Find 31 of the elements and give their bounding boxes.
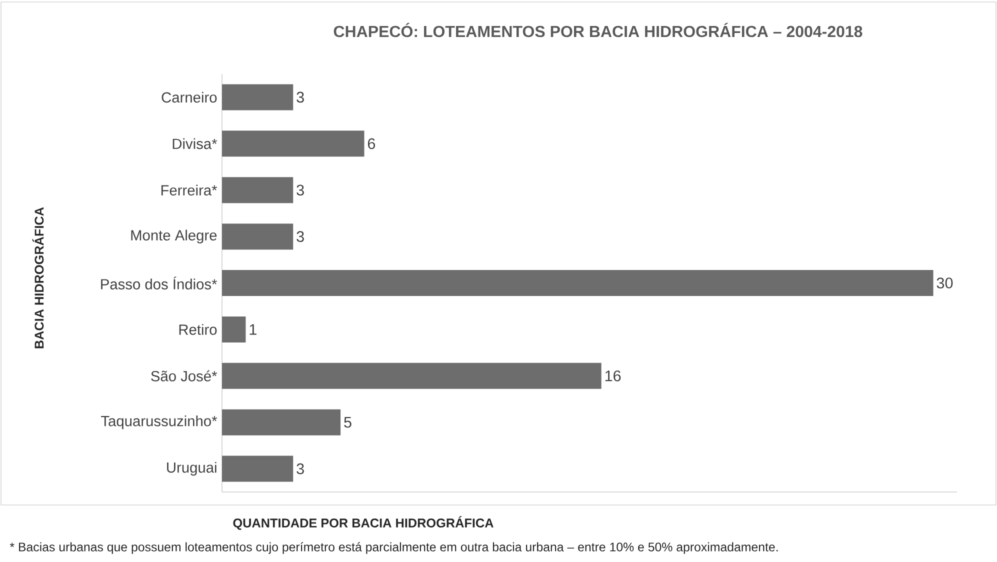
data-label: 3: [296, 92, 304, 103]
bar: [222, 270, 934, 296]
y-tick-label: Passo dos Índios*: [101, 276, 218, 290]
chart-title: CHAPECÓ: LOTEAMENTOS POR BACIA HIDROGRÁFICA – 2004-2018: [334, 22, 862, 38]
data-label: 5: [344, 417, 352, 428]
data-label: 6: [368, 138, 376, 150]
y-tick-label: Monte Alegre: [131, 230, 217, 244]
bar: [222, 316, 246, 342]
y-tick-label: Carneiro: [162, 92, 217, 103]
y-axis-title: BACIA HIDROGRÁFICA: [32, 207, 44, 348]
data-label: 3: [296, 231, 304, 242]
data-label: 16: [605, 370, 621, 382]
bar: [222, 409, 341, 436]
bar: [222, 84, 294, 110]
y-tick-label: Ferreira*: [161, 184, 218, 196]
y-tick-label: São José*: [151, 370, 218, 382]
bar: [222, 362, 602, 389]
y-tick-label: Taquarussuzinho*: [101, 416, 218, 430]
y-tick-label: Retiro: [179, 324, 217, 335]
bar: [222, 130, 364, 157]
y-tick-label: Divisa*: [172, 138, 218, 150]
y-tick-label: Uruguai: [167, 462, 216, 476]
data-label: 1: [250, 324, 256, 335]
data-label: 3: [296, 184, 304, 196]
data-label: 3: [296, 463, 304, 474]
bar: [222, 224, 294, 250]
bar: [222, 456, 294, 482]
data-label: 30: [936, 278, 953, 288]
bar: [222, 177, 294, 204]
text: * Bacias urbanas que possuem loteamentos cujo perímetro está parcialmente em outra bacia urbana – entre 10% e 50% aproximadamente.: [10, 542, 778, 554]
x-axis-title: QUANTIDADE POR BACIA HIDROGRÁFICA: [233, 516, 494, 530]
